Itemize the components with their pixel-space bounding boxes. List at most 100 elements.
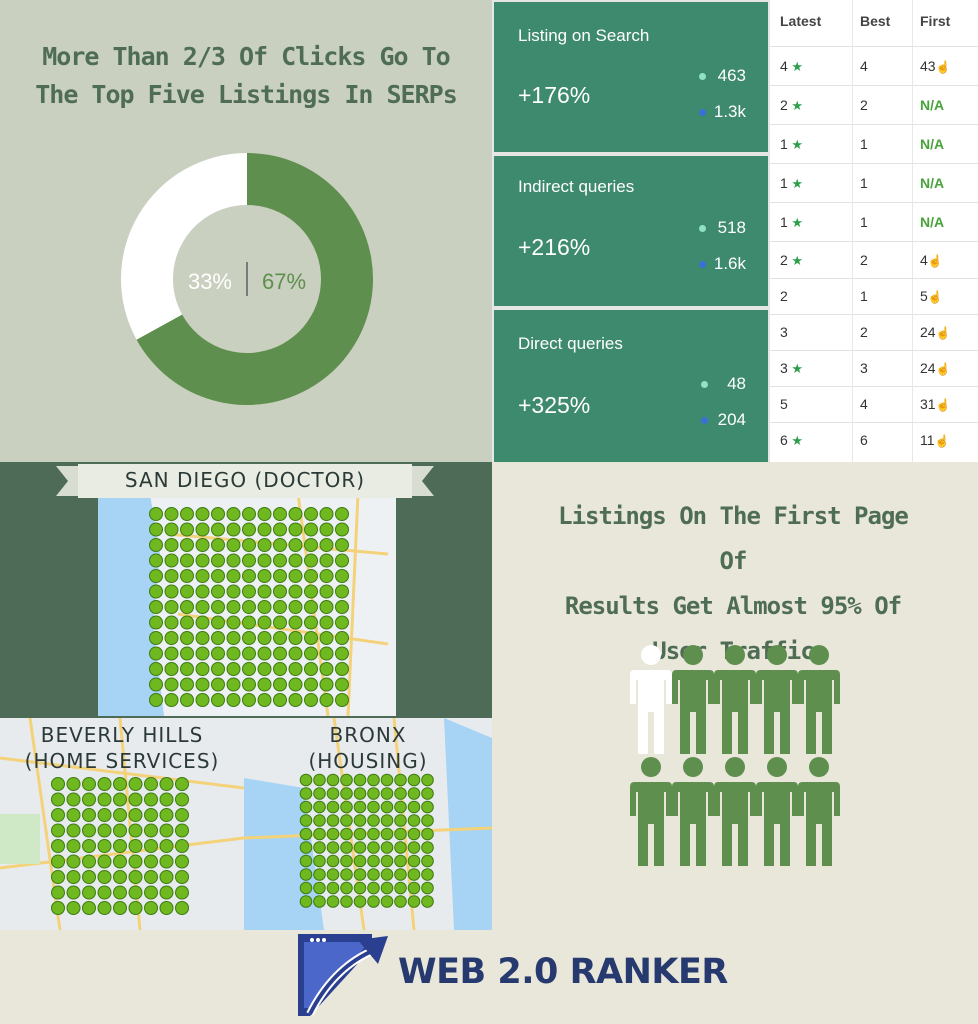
map-marker	[313, 881, 326, 895]
map-marker	[128, 777, 143, 791]
map-marker	[340, 854, 353, 868]
map-marker	[164, 693, 179, 707]
map-marker	[353, 773, 367, 787]
map-marker	[407, 881, 421, 895]
cell-latest: 1 ★	[780, 175, 803, 192]
cell-latest-value: 5	[780, 396, 788, 412]
map-marker	[313, 827, 326, 841]
map-marker	[149, 569, 163, 583]
map-marker	[407, 827, 421, 841]
star-icon: ★	[787, 97, 804, 113]
map-marker	[304, 600, 318, 614]
cell-best-value: 2	[860, 251, 868, 268]
stat-percent: +176%	[518, 82, 591, 108]
map-marker	[353, 800, 367, 814]
bronx-map-art	[244, 718, 492, 930]
cell-latest: 2 ★	[780, 97, 803, 114]
cell-best-value: 4	[860, 396, 868, 412]
cell-first: 43☝	[920, 58, 951, 74]
map-marker	[195, 615, 210, 630]
map-marker	[175, 854, 189, 869]
stat-after: 1.6k	[713, 254, 746, 273]
map-marker	[242, 615, 256, 630]
cell-first-value: N/A	[920, 213, 945, 230]
map-marker	[421, 814, 434, 827]
map-marker	[380, 895, 394, 908]
cell-first: 31☝	[920, 396, 951, 412]
map-marker	[421, 868, 434, 881]
map-marker	[195, 693, 210, 707]
donut-label-right: 67%	[262, 269, 306, 294]
map-marker	[226, 538, 241, 552]
map-marker	[304, 507, 318, 521]
map-marker	[164, 553, 179, 568]
map-marker	[304, 631, 318, 645]
people-title-line2: Results Get Almost 95% Of	[564, 592, 902, 620]
map-marker	[180, 507, 194, 521]
row-divider	[770, 314, 978, 315]
cell-best: 1	[860, 214, 868, 230]
people-figure-grid	[630, 645, 840, 866]
map-marker	[326, 787, 340, 800]
map-marker	[51, 808, 65, 822]
row-divider	[770, 124, 978, 125]
map-marker	[149, 646, 163, 661]
cell-latest: 2 ★	[780, 252, 803, 269]
map-marker	[394, 773, 407, 787]
star-icon: ★	[787, 58, 804, 74]
map-marker	[304, 662, 318, 676]
map-marker	[313, 841, 326, 854]
map-marker	[319, 538, 334, 552]
map-marker	[319, 677, 334, 692]
map-marker	[367, 841, 380, 854]
map-marker	[380, 841, 394, 854]
map-marker	[159, 870, 174, 884]
map-marker	[128, 792, 143, 807]
map-marker	[242, 507, 256, 521]
map-marker	[367, 787, 380, 800]
map-marker	[149, 507, 163, 521]
cell-best-value: 2	[860, 96, 868, 113]
map-marker	[257, 631, 272, 645]
map-marker	[304, 522, 318, 537]
map-marker	[304, 646, 318, 661]
map-marker	[113, 808, 127, 822]
map-marker	[159, 854, 174, 869]
map-marker	[273, 677, 287, 692]
map-marker	[211, 693, 225, 707]
map-marker	[180, 600, 194, 614]
map-marker	[273, 538, 287, 552]
thumbs-up-icon: ☝	[927, 290, 943, 304]
cell-latest: 3	[780, 324, 788, 340]
map-marker	[353, 881, 367, 895]
map-marker	[211, 538, 225, 552]
map-marker	[367, 868, 380, 881]
cell-first-value: 24	[920, 360, 936, 376]
map-marker	[273, 584, 287, 599]
map-marker	[144, 792, 158, 807]
map-marker	[288, 584, 303, 599]
map-marker	[113, 777, 127, 791]
map-marker	[149, 584, 163, 599]
san-diego-title: SAN DIEGO (DOCTOR)	[124, 468, 366, 492]
map-marker	[288, 507, 303, 521]
stat-label: Indirect queries	[518, 177, 635, 196]
map-marker	[257, 522, 272, 537]
map-marker	[82, 792, 96, 807]
map-marker	[180, 584, 194, 599]
map-marker	[335, 615, 349, 630]
map-marker	[180, 662, 194, 676]
person-icon-highlighted	[630, 645, 672, 754]
map-marker	[242, 631, 256, 645]
map-marker	[66, 823, 81, 838]
header-best: Best	[860, 13, 891, 29]
map-marker	[299, 773, 313, 787]
map-marker	[51, 854, 65, 869]
map-marker	[149, 693, 163, 707]
map-marker	[226, 615, 241, 630]
map-marker	[288, 600, 303, 614]
beverly-hills-map	[0, 718, 244, 930]
map-marker	[82, 823, 96, 838]
person-icon	[798, 645, 840, 754]
map-marker	[164, 615, 179, 630]
